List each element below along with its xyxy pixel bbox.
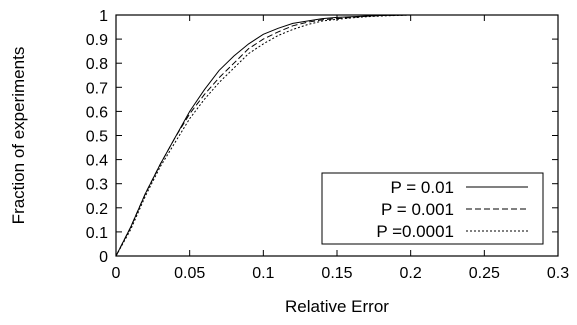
y-tick-label: 0.4	[86, 153, 108, 170]
y-tick-label: 0.7	[86, 80, 108, 97]
legend: P = 0.01 P = 0.001 P =0.0001	[321, 172, 544, 245]
x-tick-label: 0.15	[321, 265, 352, 282]
x-tick-label: 0.05	[174, 265, 205, 282]
axis-ticks-layer: 0 0.05 0.1 0.15 0.2 0.25 0.3 0 0.1 0.2 0.3 0.4 0.5 0.…	[86, 8, 569, 282]
y-tick-label: 0.9	[86, 32, 108, 49]
legend-label-3: P =0.0001	[376, 222, 454, 241]
series-line-3	[115, 14, 558, 257]
x-axis-label: Relative Error	[285, 297, 389, 316]
y-tick-label: 0.6	[86, 104, 108, 121]
y-tick-label: 0	[99, 249, 108, 266]
x-tick-label: 0.2	[400, 265, 422, 282]
y-tick-label: 0.1	[86, 225, 108, 242]
y-tick-label: 1	[99, 8, 108, 25]
plot-frame	[115, 14, 559, 257]
x-tick-label: 0.1	[252, 265, 274, 282]
legend-label-2: P = 0.001	[381, 200, 454, 219]
x-tick-label: 0.3	[547, 265, 569, 282]
y-tick-label: 0.8	[86, 56, 108, 73]
legend-label-1: P = 0.01	[391, 178, 455, 197]
y-axis-label: Fraction of experiments	[9, 47, 28, 225]
y-tick-label: 0.3	[86, 177, 108, 194]
y-tick-label: 0.5	[86, 129, 108, 146]
x-tick-label: 0.25	[469, 265, 500, 282]
y-tick-label: 0.2	[86, 201, 108, 218]
x-tick-label: 0	[112, 265, 121, 282]
